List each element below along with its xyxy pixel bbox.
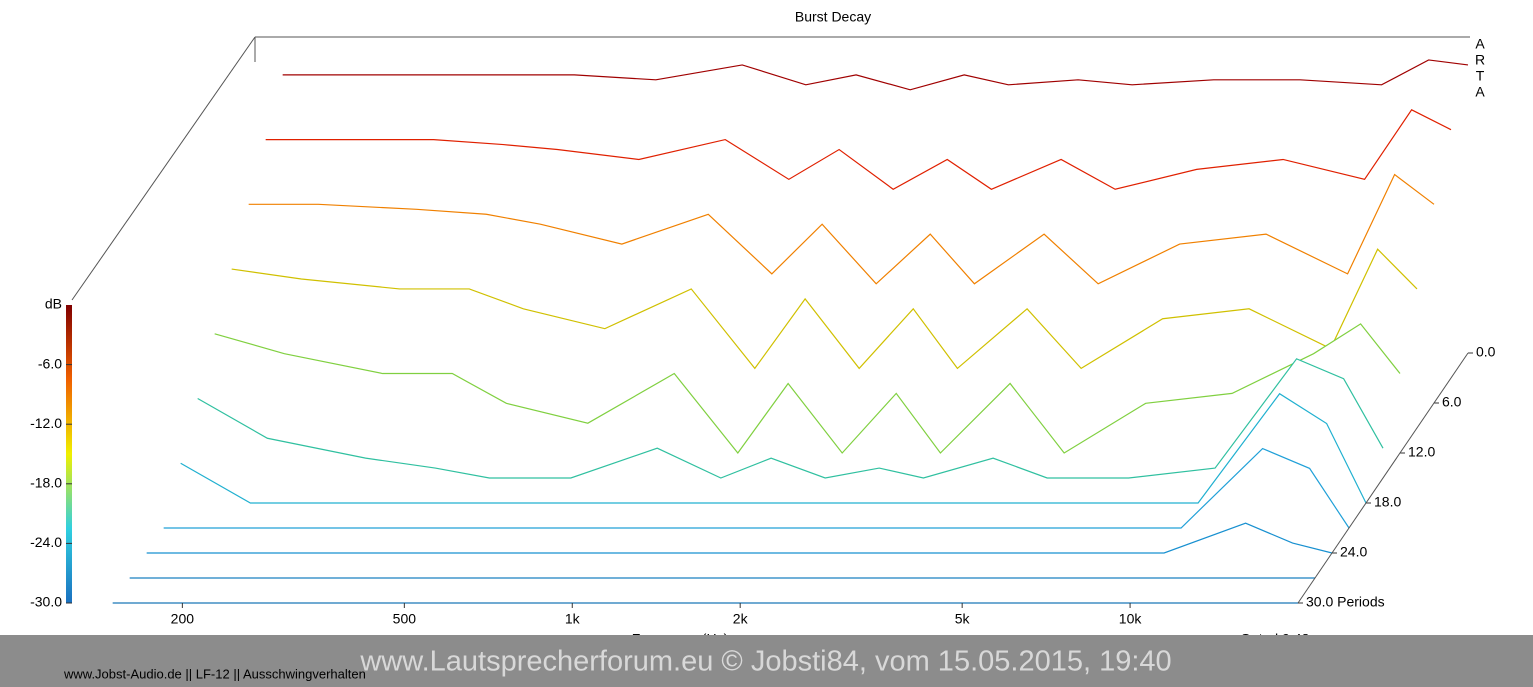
footer-band	[0, 635, 1533, 687]
brand-letter: A	[1475, 36, 1485, 52]
z-tick-label: 0.0	[1476, 344, 1496, 360]
decay-line	[197, 358, 1384, 479]
x-tick-label: 5k	[955, 611, 971, 627]
decay-line	[180, 392, 1367, 504]
watermark: www.Lautsprecherforum.eu © Jobsti84, vom…	[359, 646, 1171, 678]
decay-line	[146, 522, 1333, 554]
z-tick-label: 18.0	[1374, 494, 1401, 510]
z-axis	[1297, 352, 1469, 604]
brand-letter: R	[1475, 52, 1485, 68]
x-tick-label: 1k	[565, 611, 581, 627]
y-tick-label: -30.0	[30, 594, 62, 610]
y-tick-label: -12.0	[30, 415, 62, 431]
x-tick-label: 500	[393, 611, 417, 627]
decay-line	[231, 248, 1418, 370]
colorbar	[66, 305, 72, 603]
decay-line	[248, 173, 1435, 285]
slice-mask	[163, 448, 1349, 528]
slice-mask	[231, 249, 1417, 428]
plot	[112, 59, 1469, 604]
y-tick-label: -6.0	[38, 355, 62, 371]
footer-credit: www.Jobst-Audio.de || LF-12 || Ausschwin…	[63, 666, 366, 681]
brand-letter: A	[1475, 84, 1485, 100]
colorbar-label: dB	[45, 296, 62, 312]
brand-letter: T	[1476, 68, 1485, 84]
y-tick-label: -18.0	[30, 475, 62, 491]
slice-mask	[214, 323, 1400, 453]
x-tick-label: 2k	[733, 611, 749, 627]
y-tick-label: -24.0	[30, 534, 62, 550]
slice-mask	[146, 523, 1332, 553]
decay-line	[214, 323, 1401, 454]
decay-line	[282, 59, 1469, 91]
frame	[71, 36, 1470, 301]
decay-line	[265, 109, 1452, 190]
z-tick-label: 24.0	[1340, 544, 1367, 560]
z-tick-label: 30.0 Periods	[1306, 594, 1385, 610]
x-tick-label: 10k	[1119, 611, 1143, 627]
chart-title: Burst Decay	[795, 9, 871, 25]
z-tick-label: 12.0	[1408, 444, 1435, 460]
x-tick-label: 200	[171, 611, 195, 627]
decay-line	[163, 447, 1350, 529]
z-tick-label: 6.0	[1442, 394, 1462, 410]
